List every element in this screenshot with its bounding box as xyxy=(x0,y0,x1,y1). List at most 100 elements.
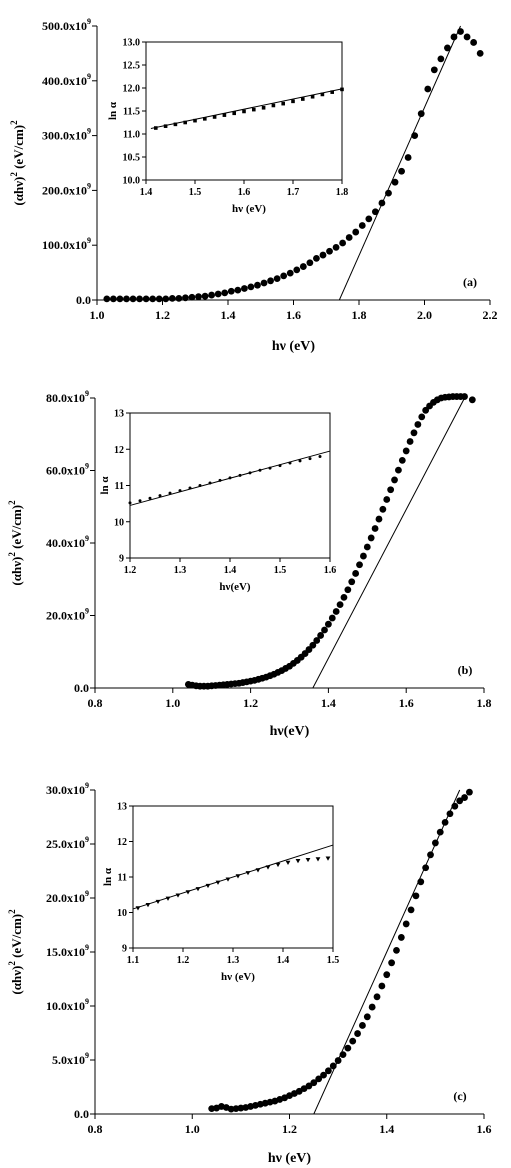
data-point xyxy=(437,55,445,63)
y-axis-label-part: (αhν) xyxy=(9,557,24,586)
data-point xyxy=(328,614,336,622)
y-tick-label: 100.0x109 xyxy=(42,236,91,252)
data-point xyxy=(397,934,405,941)
y-tick-label: 20.0x109 xyxy=(46,607,89,623)
data-point xyxy=(332,608,340,615)
data-point xyxy=(461,794,468,801)
data-point xyxy=(417,110,425,118)
inset-y-tick-label: 10.5 xyxy=(123,153,141,164)
inset-y-axis-label: ln α xyxy=(102,867,114,886)
y-tick-mantissa: 0.0 xyxy=(74,681,89,695)
y-tick-label: 0.0 xyxy=(76,293,91,307)
data-point xyxy=(155,295,163,303)
data-point xyxy=(329,1062,337,1070)
data-point xyxy=(149,295,157,303)
y-tick-label: 15.0x109 xyxy=(46,943,89,959)
inset-x-tick-label: 1.4 xyxy=(277,955,290,966)
y-axis-label-superscript: 2 xyxy=(7,961,17,966)
data-point xyxy=(208,291,216,299)
y-tick-mantissa: 30.0x10 xyxy=(46,783,85,797)
y-axis-label-part: (eV/cm) xyxy=(9,505,24,552)
inset-data-point xyxy=(188,486,192,490)
data-point xyxy=(293,266,301,274)
y-tick-mantissa: 10.0x10 xyxy=(46,999,85,1013)
inset-data-point xyxy=(185,890,191,895)
data-point xyxy=(404,154,412,161)
inset-data-point xyxy=(278,464,282,468)
inset-data-point xyxy=(138,499,142,503)
inset-y-tick-label: 13 xyxy=(117,802,127,813)
data-point xyxy=(334,1057,342,1064)
data-point xyxy=(444,44,451,52)
y-tick-mantissa: 300.0x10 xyxy=(42,129,87,143)
inset-data-point xyxy=(195,887,201,892)
data-point xyxy=(463,33,471,41)
inset-y-tick-label: 13 xyxy=(114,409,124,420)
inset-data-point xyxy=(295,859,301,864)
y-tick-mantissa: 15.0x10 xyxy=(46,945,85,959)
y-axis-label: (αhν)2 (eV/cm)2 xyxy=(9,120,26,206)
inset-x-tick-label: 1.5 xyxy=(189,187,202,198)
data-point xyxy=(339,1051,347,1058)
data-point xyxy=(431,839,439,847)
data-point xyxy=(414,421,422,428)
data-point xyxy=(436,828,444,836)
data-point xyxy=(393,946,400,954)
inset-x-tick-label: 1.6 xyxy=(324,565,337,576)
y-tick-label: 40.0x109 xyxy=(46,534,89,550)
inset-data-point xyxy=(165,896,171,901)
chart-panel-b: 0.8 1.0 1.2 1.4 1.6 1.80.020.0x10940.0x10960.… xyxy=(7,389,492,739)
data-point xyxy=(363,1013,371,1021)
y-axis-label-part: (eV/cm) xyxy=(11,125,26,172)
y-tick-exponent: 9 xyxy=(85,943,89,952)
data-point xyxy=(470,39,478,46)
data-point xyxy=(319,251,327,259)
inset-x-tick-label: 1.6 xyxy=(238,187,251,198)
inset-data-point xyxy=(232,111,236,116)
panel-label: (b) xyxy=(458,663,473,677)
y-tick-label: 400.0x109 xyxy=(42,72,91,88)
data-point xyxy=(254,281,261,289)
data-point xyxy=(332,243,340,251)
y-tick-exponent: 9 xyxy=(85,389,89,398)
inset-y-tick-label: 10 xyxy=(114,517,124,528)
data-point xyxy=(427,851,434,859)
inset-data-point xyxy=(315,857,321,862)
data-point xyxy=(321,626,328,634)
inset-data-point xyxy=(228,476,232,480)
y-axis-label-superscript: 2 xyxy=(7,500,17,505)
data-point xyxy=(379,505,387,513)
inset-y-tick-label: 12.0 xyxy=(123,84,141,95)
data-point xyxy=(398,167,405,175)
data-point xyxy=(422,406,430,414)
data-point xyxy=(349,1037,357,1045)
data-point xyxy=(315,1075,323,1083)
data-point xyxy=(402,447,410,455)
data-point xyxy=(162,295,170,303)
data-point xyxy=(456,797,464,805)
y-tick-mantissa: 25.0x10 xyxy=(46,837,85,851)
inset-data-point xyxy=(318,455,322,458)
data-point xyxy=(391,178,399,186)
data-point xyxy=(457,28,464,35)
data-point xyxy=(466,788,473,796)
chart-panel-c: 0.8 1.0 1.2 1.4 1.60.05.0x10910.0x10915.0x10… xyxy=(7,781,492,1166)
y-tick-mantissa: 5.0x10 xyxy=(52,1053,85,1067)
data-point xyxy=(418,413,426,421)
y-tick-mantissa: 20.0x10 xyxy=(46,609,85,623)
y-tick-exponent: 9 xyxy=(87,181,91,190)
y-tick-label: 25.0x109 xyxy=(46,835,89,851)
inset-x-tick-label: 1.4 xyxy=(140,187,153,198)
inset-data-point xyxy=(238,473,242,477)
inset-data-point xyxy=(291,99,295,104)
data-point xyxy=(417,878,425,886)
inset-x-axis-label: hν (eV) xyxy=(232,203,266,215)
y-tick-exponent: 9 xyxy=(85,462,89,471)
inset-plot: 1.1 1.2 1.3 1.4 1.5 9 10 11 12 13 hν (eV) ln α xyxy=(102,802,339,984)
y-tick-label: 60.0x109 xyxy=(46,462,89,478)
inset-data-point xyxy=(268,466,272,470)
y-tick-label: 20.0x109 xyxy=(46,889,89,905)
data-point xyxy=(422,864,430,872)
inset-y-tick-label: 12 xyxy=(114,445,124,456)
x-tick-label: 1.0 xyxy=(165,696,180,710)
